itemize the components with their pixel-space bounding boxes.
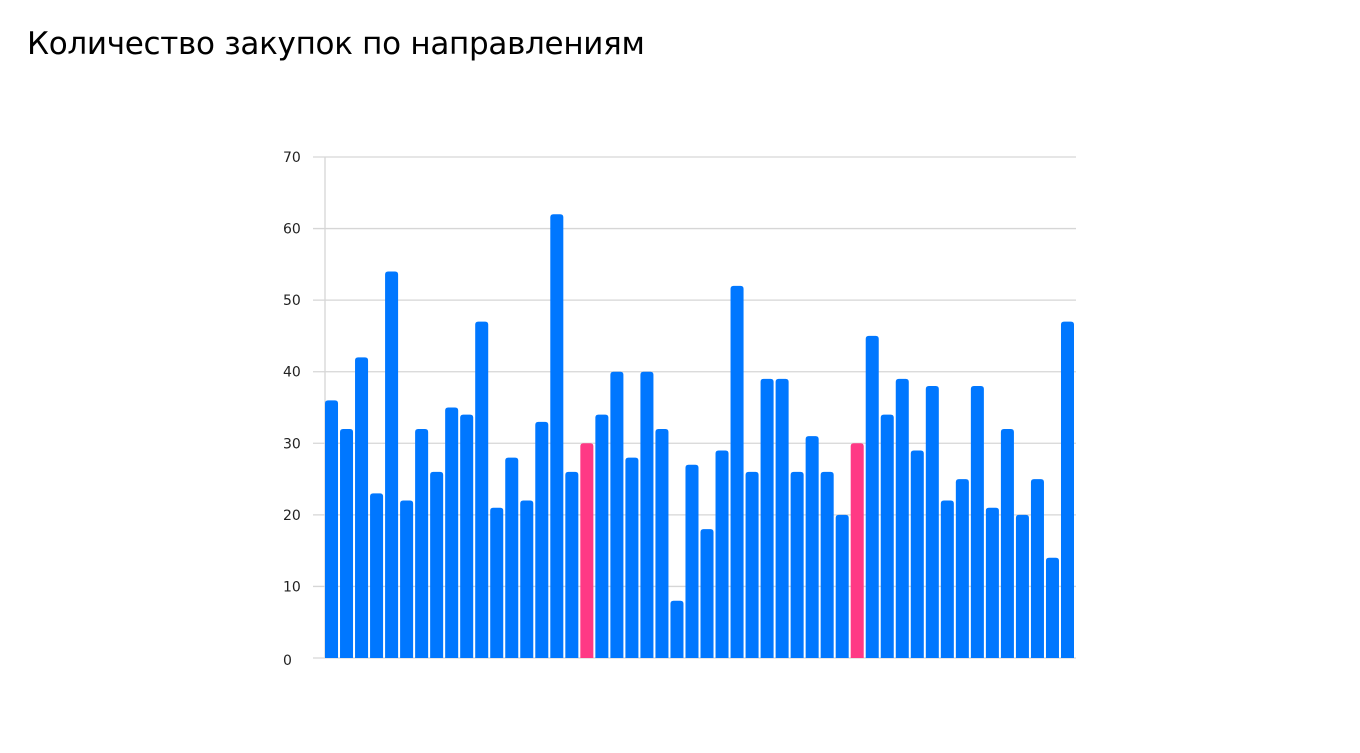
bar <box>415 428 429 658</box>
bar <box>580 443 594 658</box>
bar <box>655 428 669 658</box>
chart-title: Количество закупок по направлениям <box>27 26 645 62</box>
bar <box>595 414 609 658</box>
bar <box>670 600 684 658</box>
y-tick-label: 10 <box>283 579 301 595</box>
bar <box>340 428 354 658</box>
bar <box>1000 428 1014 658</box>
bar <box>490 507 504 658</box>
bar <box>385 271 399 658</box>
bar <box>850 443 864 658</box>
y-tick-label: 50 <box>283 293 301 309</box>
bar <box>460 414 474 658</box>
bar <box>715 450 729 658</box>
bar <box>880 414 894 658</box>
bar <box>970 386 984 658</box>
bar <box>520 500 534 658</box>
bar <box>355 357 369 658</box>
y-tick-label: 0 <box>283 653 292 669</box>
bar <box>925 386 939 658</box>
bar <box>985 507 999 658</box>
bar <box>535 421 549 658</box>
bar <box>400 500 414 658</box>
bar <box>940 500 954 658</box>
y-tick-label: 70 <box>283 150 301 166</box>
bar <box>955 479 969 658</box>
bar <box>910 450 924 658</box>
y-tick-label: 40 <box>283 365 301 381</box>
y-tick-label: 60 <box>283 222 301 238</box>
bar <box>1060 321 1074 658</box>
bar <box>730 285 744 658</box>
bar <box>835 514 849 658</box>
y-tick-label: 30 <box>283 436 301 452</box>
bar <box>790 471 804 658</box>
bar <box>895 378 909 658</box>
y-tick-label: 20 <box>283 508 301 524</box>
bar <box>445 407 459 658</box>
bar <box>565 471 579 658</box>
bar <box>820 471 834 658</box>
bar <box>610 371 624 658</box>
bar <box>625 457 639 658</box>
bar <box>370 493 384 658</box>
bar <box>325 400 339 658</box>
bar <box>805 436 819 658</box>
bar <box>1030 479 1044 658</box>
bar <box>760 378 774 658</box>
bar <box>865 335 879 658</box>
bar <box>745 471 759 658</box>
bar <box>430 471 444 658</box>
bar <box>775 378 789 658</box>
bar <box>640 371 654 658</box>
bar <box>700 529 714 658</box>
bar <box>475 321 489 658</box>
bar <box>550 214 564 658</box>
bar <box>685 464 699 658</box>
bar <box>1045 557 1059 658</box>
bar <box>1015 514 1029 658</box>
bar <box>505 457 519 658</box>
